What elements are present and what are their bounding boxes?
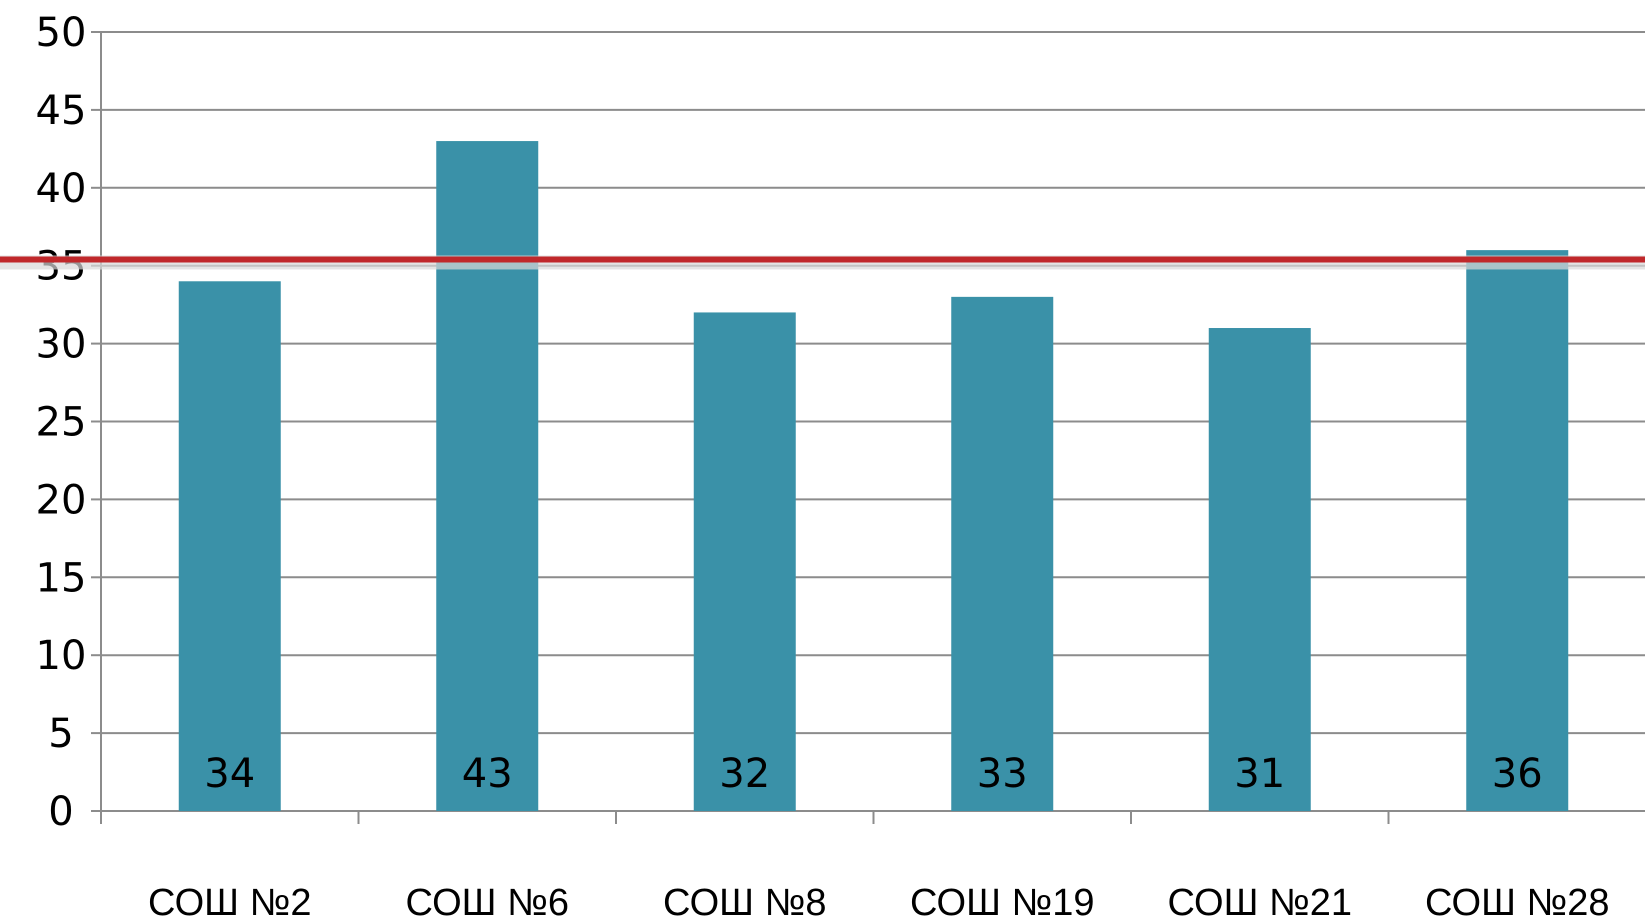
data-label: 36 (1492, 751, 1543, 797)
y-tick-label: 0 (48, 789, 73, 835)
axes (100, 32, 1645, 824)
y-tick-label: 50 (36, 10, 87, 56)
y-tick-label: 45 (36, 88, 87, 134)
y-tick-label: 15 (36, 555, 87, 601)
x-tick-label: СОШ №8 (663, 882, 826, 920)
bar (178, 281, 281, 811)
x-tick-label: СОШ №21 (1167, 882, 1352, 920)
data-label: 34 (204, 751, 255, 797)
x-axis-ticks: СОШ №2 СОШ №6 СОШ №8 СОШ №19 СОШ №21 СОШ №28 (148, 882, 1610, 920)
x-tick-label: СОШ №6 (406, 882, 569, 920)
data-label: 32 (719, 751, 770, 797)
data-label: 43 (462, 751, 513, 797)
y-tick-label: 30 (36, 322, 87, 368)
y-tick-label: 5 (48, 711, 73, 757)
y-tick-label: 25 (36, 400, 87, 446)
bars (178, 141, 1569, 811)
y-tick-label: 10 (36, 633, 87, 679)
x-tick-label: СОШ №2 (148, 882, 311, 920)
reference-line (0, 255, 1645, 270)
data-label: 31 (1234, 751, 1285, 797)
y-tick-label: 40 (36, 166, 87, 212)
bar (693, 312, 796, 811)
bar (436, 141, 539, 811)
data-labels: 34 43 32 33 31 36 (204, 751, 1542, 797)
gridlines (101, 31, 1645, 735)
x-tick-label: СОШ №19 (910, 882, 1095, 920)
y-tick-label: 20 (36, 477, 87, 523)
bar (1466, 250, 1569, 811)
y-axis-ticks: 05101520253035404550 (36, 10, 101, 835)
bar (951, 296, 1054, 811)
x-tick-label: СОШ №28 (1425, 882, 1610, 920)
bar (1208, 328, 1311, 811)
data-label: 33 (977, 751, 1028, 797)
